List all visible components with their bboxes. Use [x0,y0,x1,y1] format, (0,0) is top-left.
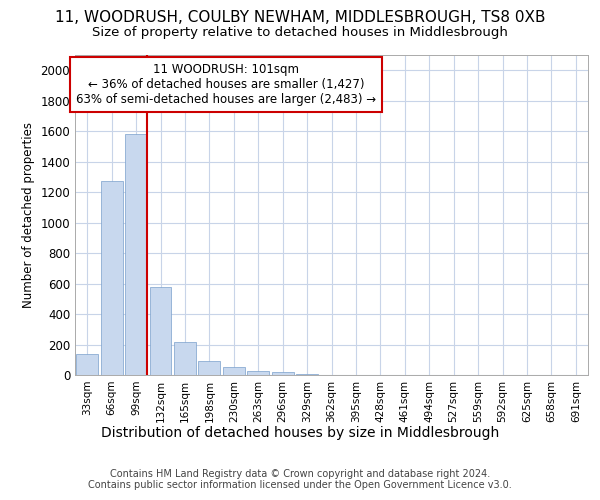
Bar [174,342,196,375]
Text: Distribution of detached houses by size in Middlesbrough: Distribution of detached houses by size … [101,426,499,440]
Text: Size of property relative to detached houses in Middlesbrough: Size of property relative to detached ho… [92,26,508,39]
Bar [76,354,98,375]
Text: Contains public sector information licensed under the Open Government Licence v3: Contains public sector information licen… [88,480,512,490]
Bar [149,288,172,375]
Text: Contains HM Land Registry data © Crown copyright and database right 2024.: Contains HM Land Registry data © Crown c… [110,469,490,479]
Bar [272,372,293,375]
Text: 11 WOODRUSH: 101sqm
← 36% of detached houses are smaller (1,427)
63% of semi-det: 11 WOODRUSH: 101sqm ← 36% of detached ho… [76,63,376,106]
Text: 11, WOODRUSH, COULBY NEWHAM, MIDDLESBROUGH, TS8 0XB: 11, WOODRUSH, COULBY NEWHAM, MIDDLESBROU… [55,10,545,25]
Bar [101,182,122,375]
Y-axis label: Number of detached properties: Number of detached properties [22,122,35,308]
Bar [247,370,269,375]
Bar [199,360,220,375]
Bar [223,368,245,375]
Bar [125,134,147,375]
Bar [296,374,318,375]
